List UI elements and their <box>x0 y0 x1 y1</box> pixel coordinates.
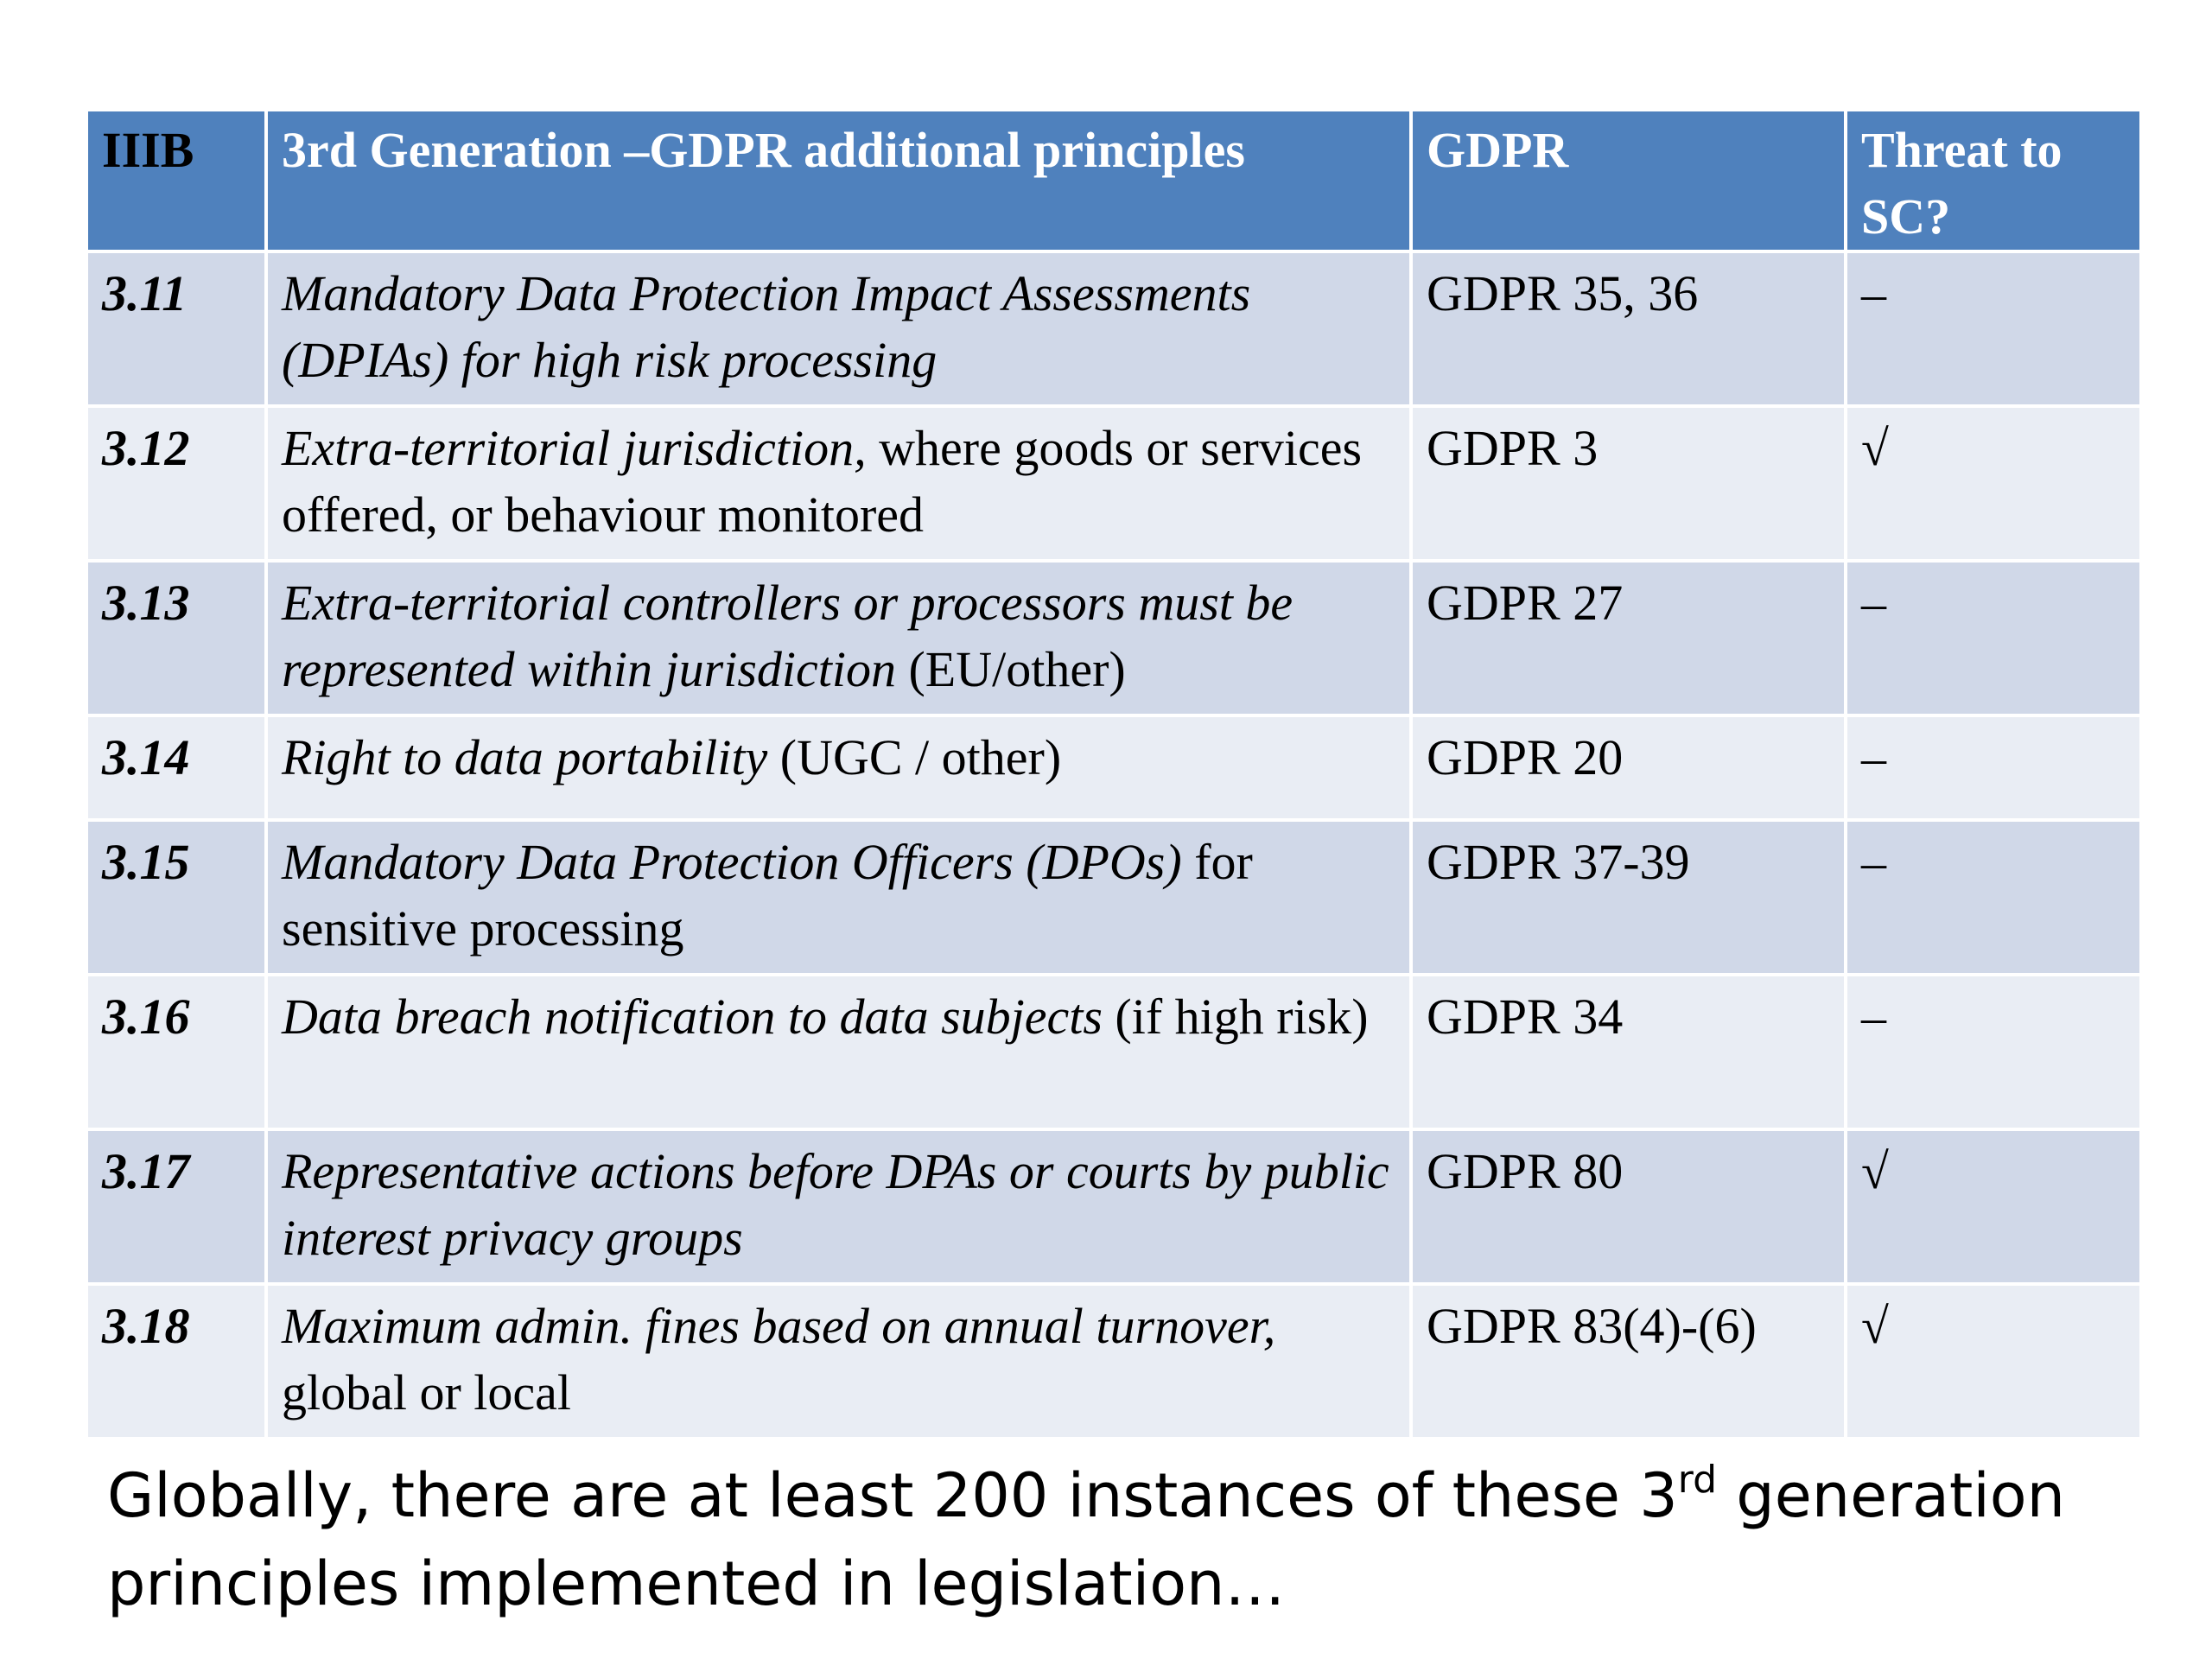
row-threat-mark: √ <box>1844 1128 2143 1286</box>
table-row: 3.18 Maximum admin. fines based on annua… <box>85 1282 2143 1440</box>
row-number: 3.13 <box>85 559 268 717</box>
table-row: 3.11 Mandatory Data Protection Impact As… <box>85 250 2143 408</box>
row-gdpr-article: GDPR 35, 36 <box>1409 250 1847 408</box>
caption-text-start: Globally, there are at least 200 instanc… <box>107 1460 1678 1531</box>
row-threat-mark: – <box>1844 714 2143 822</box>
principle-plain: (if high risk) <box>1102 988 1369 1045</box>
principle-italic: Representative actions before DPAs or co… <box>282 1143 1389 1266</box>
row-threat-mark: √ <box>1844 1282 2143 1440</box>
row-gdpr-article: GDPR 37-39 <box>1409 818 1847 976</box>
caption-superscript: rd <box>1677 1457 1718 1502</box>
row-threat-mark: – <box>1844 973 2143 1131</box>
row-threat-mark: – <box>1844 559 2143 717</box>
principle-italic: Mandatory Data Protection Officers (DPOs… <box>282 834 1182 890</box>
row-gdpr-article: GDPR 3 <box>1409 404 1847 563</box>
row-principle: Representative actions before DPAs or co… <box>264 1128 1413 1286</box>
row-number: 3.11 <box>85 250 268 408</box>
row-threat-mark: √ <box>1844 404 2143 563</box>
header-threat: Threat to SC? <box>1844 108 2143 253</box>
row-principle: Right to data portability (UGC / other) <box>264 714 1413 822</box>
row-gdpr-article: GDPR 20 <box>1409 714 1847 822</box>
header-principle: 3rd Generation –GDPR additional principl… <box>264 108 1413 253</box>
principle-plain: global or local <box>282 1364 572 1421</box>
table-row: 3.15 Mandatory Data Protection Officers … <box>85 818 2143 976</box>
principle-italic: Maximum admin. fines based on annual tur… <box>282 1298 1276 1354</box>
row-threat-mark: – <box>1844 250 2143 408</box>
principle-plain: for sensitive processing <box>282 834 1253 957</box>
table-row: 3.16 Data breach notification to data su… <box>85 973 2143 1131</box>
principle-plain: (EU/other) <box>895 641 1126 697</box>
table-row: 3.12 Extra-territorial jurisdiction, whe… <box>85 404 2143 563</box>
row-principle: Mandatory Data Protection Officers (DPOs… <box>264 818 1413 976</box>
principle-italic: Right to data portability <box>282 729 768 785</box>
principle-italic: Data breach notification to data subject… <box>282 988 1103 1045</box>
gdpr-principles-table: IIIB 3rd Generation –GDPR additional pri… <box>85 108 2143 1440</box>
row-number: 3.12 <box>85 404 268 563</box>
row-threat-mark: – <box>1844 818 2143 976</box>
principle-italic: Extra-territorial jurisdiction, <box>282 420 867 476</box>
table-row: 3.13 Extra-territorial controllers or pr… <box>85 559 2143 717</box>
principle-italic: Mandatory Data Protection Impact Assessm… <box>282 265 1251 388</box>
row-principle: Mandatory Data Protection Impact Assessm… <box>264 250 1413 408</box>
principle-plain: (UGC / other) <box>767 729 1062 785</box>
row-gdpr-article: GDPR 83(4)-(6) <box>1409 1282 1847 1440</box>
row-principle: Maximum admin. fines based on annual tur… <box>264 1282 1413 1440</box>
row-number: 3.18 <box>85 1282 268 1440</box>
slide-caption: Globally, there are at least 200 instanc… <box>107 1452 2146 1628</box>
row-number: 3.15 <box>85 818 268 976</box>
row-principle: Extra-territorial controllers or process… <box>264 559 1413 717</box>
principle-italic: Extra-territorial controllers or process… <box>282 575 1294 697</box>
table-header-row: IIIB 3rd Generation –GDPR additional pri… <box>85 108 2143 253</box>
row-gdpr-article: GDPR 34 <box>1409 973 1847 1131</box>
row-number: 3.17 <box>85 1128 268 1286</box>
header-gdpr: GDPR <box>1409 108 1847 253</box>
row-number: 3.14 <box>85 714 268 822</box>
table-row: 3.17 Representative actions before DPAs … <box>85 1128 2143 1286</box>
row-principle: Extra-territorial jurisdiction, where go… <box>264 404 1413 563</box>
caption-text-end: generation principles implemented in leg… <box>107 1460 2065 1619</box>
table-row: 3.14 Right to data portability (UGC / ot… <box>85 714 2143 822</box>
row-number: 3.16 <box>85 973 268 1131</box>
row-principle: Data breach notification to data subject… <box>264 973 1413 1131</box>
header-section-number: IIIB <box>85 108 268 253</box>
row-gdpr-article: GDPR 80 <box>1409 1128 1847 1286</box>
row-gdpr-article: GDPR 27 <box>1409 559 1847 717</box>
principle-plain: where goods or services offered, or beha… <box>282 420 1363 543</box>
